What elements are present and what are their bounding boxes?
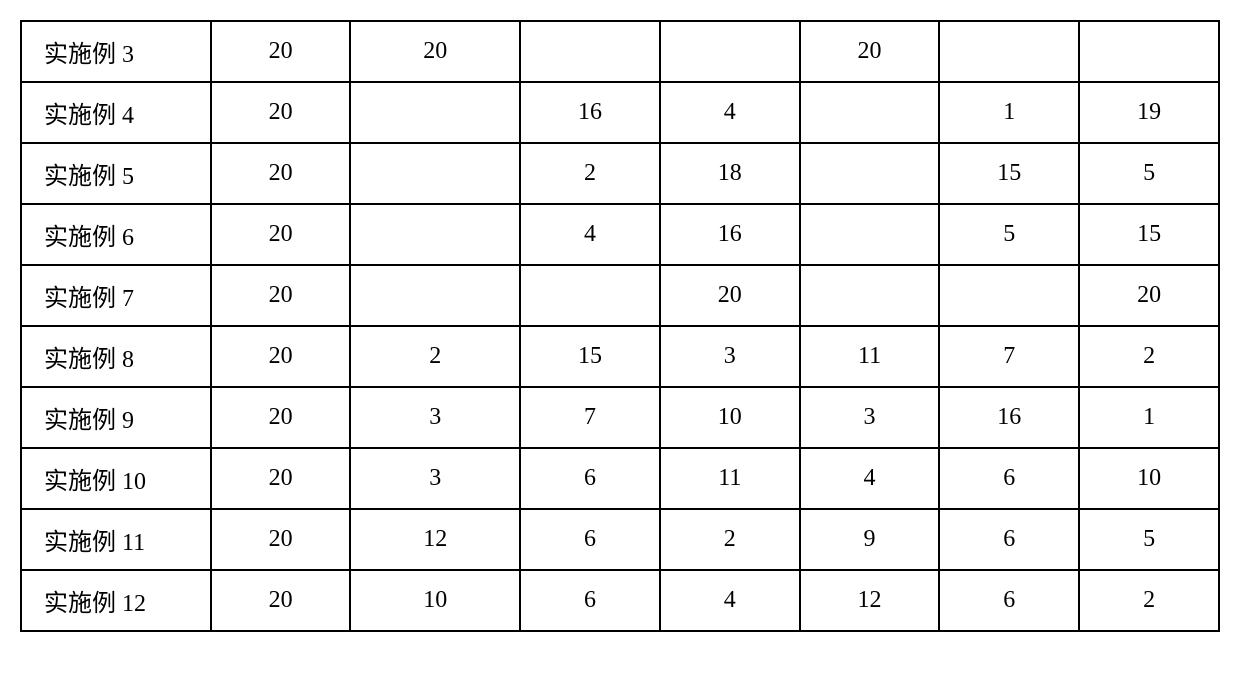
- cell-value: [350, 265, 520, 326]
- cell-value: 20: [211, 204, 351, 265]
- cell-value: [800, 82, 940, 143]
- cell-value: [939, 21, 1079, 82]
- cell-value: [800, 265, 940, 326]
- cell-label: 实施例 8: [21, 326, 211, 387]
- cell-value: 20: [800, 21, 940, 82]
- cell-value: 18: [660, 143, 800, 204]
- cell-value: 20: [211, 570, 351, 631]
- cell-value: [1079, 21, 1219, 82]
- cell-value: 2: [350, 326, 520, 387]
- cell-value: 6: [520, 509, 660, 570]
- cell-value: 5: [1079, 509, 1219, 570]
- cell-value: 3: [800, 387, 940, 448]
- table-row: 实施例 9 20 3 7 10 3 16 1: [21, 387, 1219, 448]
- cell-value: 20: [211, 21, 351, 82]
- cell-label: 实施例 5: [21, 143, 211, 204]
- cell-value: 4: [800, 448, 940, 509]
- table-row: 实施例 4 20 16 4 1 19: [21, 82, 1219, 143]
- cell-value: 11: [800, 326, 940, 387]
- cell-value: [350, 143, 520, 204]
- cell-label: 实施例 9: [21, 387, 211, 448]
- data-table: 实施例 3 20 20 20 实施例 4 20 16 4 1 19 实施例 5 …: [20, 20, 1220, 632]
- cell-value: [350, 82, 520, 143]
- cell-value: 20: [350, 21, 520, 82]
- cell-value: [520, 21, 660, 82]
- cell-value: 15: [1079, 204, 1219, 265]
- cell-value: 12: [800, 570, 940, 631]
- cell-value: [939, 265, 1079, 326]
- cell-value: 3: [350, 448, 520, 509]
- cell-value: 4: [660, 570, 800, 631]
- table-row: 实施例 6 20 4 16 5 15: [21, 204, 1219, 265]
- cell-value: 2: [660, 509, 800, 570]
- cell-label: 实施例 4: [21, 82, 211, 143]
- table-row: 实施例 5 20 2 18 15 5: [21, 143, 1219, 204]
- cell-value: 3: [660, 326, 800, 387]
- cell-value: 4: [520, 204, 660, 265]
- cell-value: 2: [520, 143, 660, 204]
- cell-value: 10: [660, 387, 800, 448]
- cell-value: 20: [211, 509, 351, 570]
- cell-value: 10: [1079, 448, 1219, 509]
- cell-value: 20: [660, 265, 800, 326]
- cell-value: 3: [350, 387, 520, 448]
- cell-label: 实施例 12: [21, 570, 211, 631]
- cell-value: 2: [1079, 326, 1219, 387]
- table-row: 实施例 7 20 20 20: [21, 265, 1219, 326]
- cell-value: 15: [520, 326, 660, 387]
- cell-value: 20: [211, 82, 351, 143]
- cell-label: 实施例 10: [21, 448, 211, 509]
- cell-label: 实施例 7: [21, 265, 211, 326]
- cell-value: [800, 143, 940, 204]
- cell-value: [660, 21, 800, 82]
- cell-value: 6: [939, 448, 1079, 509]
- cell-value: 20: [1079, 265, 1219, 326]
- cell-value: 16: [520, 82, 660, 143]
- cell-value: 6: [520, 448, 660, 509]
- cell-value: 16: [660, 204, 800, 265]
- cell-value: 20: [211, 326, 351, 387]
- cell-value: 7: [520, 387, 660, 448]
- cell-value: 6: [939, 570, 1079, 631]
- cell-value: [350, 204, 520, 265]
- cell-value: [520, 265, 660, 326]
- table-row: 实施例 8 20 2 15 3 11 7 2: [21, 326, 1219, 387]
- cell-value: 5: [1079, 143, 1219, 204]
- cell-value: 7: [939, 326, 1079, 387]
- cell-label: 实施例 3: [21, 21, 211, 82]
- cell-label: 实施例 11: [21, 509, 211, 570]
- cell-value: 19: [1079, 82, 1219, 143]
- cell-value: 6: [520, 570, 660, 631]
- cell-value: 20: [211, 448, 351, 509]
- cell-value: 11: [660, 448, 800, 509]
- cell-value: 2: [1079, 570, 1219, 631]
- cell-value: 1: [939, 82, 1079, 143]
- cell-value: 10: [350, 570, 520, 631]
- cell-value: 20: [211, 143, 351, 204]
- cell-value: 6: [939, 509, 1079, 570]
- cell-label: 实施例 6: [21, 204, 211, 265]
- cell-value: 9: [800, 509, 940, 570]
- table-row: 实施例 3 20 20 20: [21, 21, 1219, 82]
- cell-value: 1: [1079, 387, 1219, 448]
- cell-value: 12: [350, 509, 520, 570]
- table-row: 实施例 11 20 12 6 2 9 6 5: [21, 509, 1219, 570]
- table-body: 实施例 3 20 20 20 实施例 4 20 16 4 1 19 实施例 5 …: [21, 21, 1219, 631]
- cell-value: 15: [939, 143, 1079, 204]
- cell-value: 5: [939, 204, 1079, 265]
- cell-value: 20: [211, 265, 351, 326]
- cell-value: 20: [211, 387, 351, 448]
- table-row: 实施例 10 20 3 6 11 4 6 10: [21, 448, 1219, 509]
- table-row: 实施例 12 20 10 6 4 12 6 2: [21, 570, 1219, 631]
- cell-value: 4: [660, 82, 800, 143]
- cell-value: [800, 204, 940, 265]
- cell-value: 16: [939, 387, 1079, 448]
